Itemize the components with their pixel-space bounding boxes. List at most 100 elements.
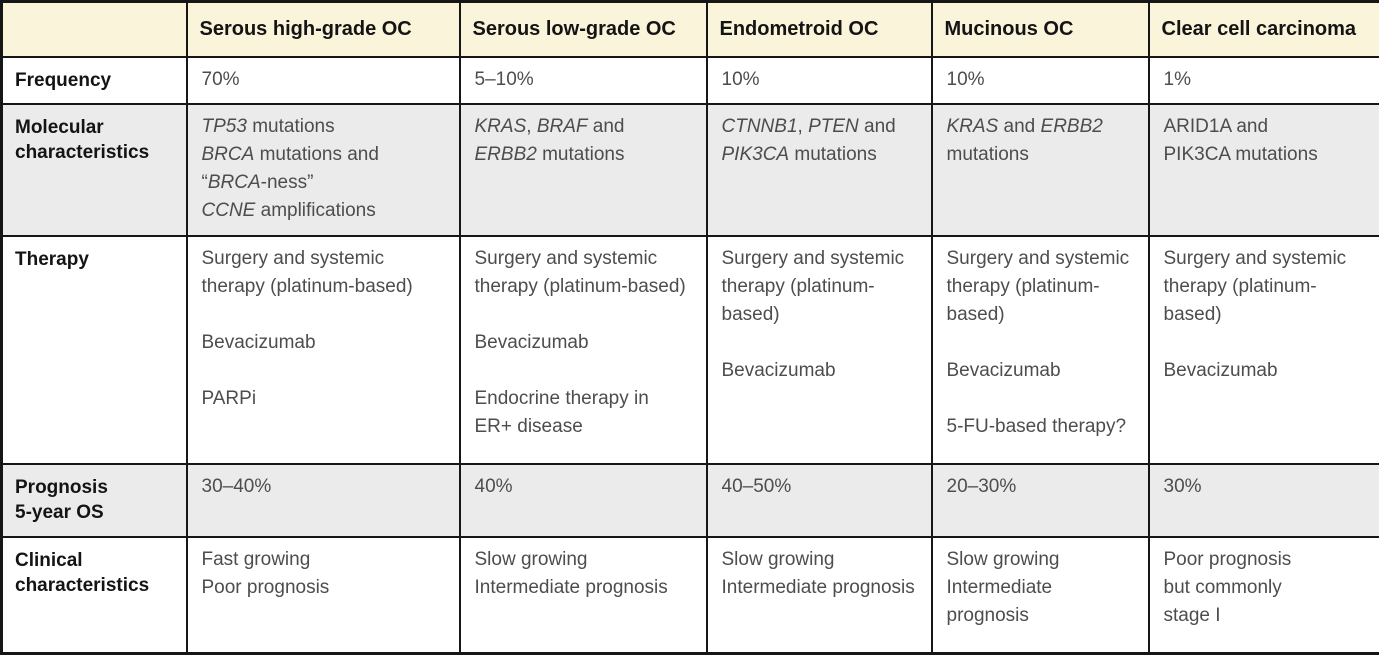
cell-paragraph: Slow growing xyxy=(947,546,1134,574)
cell-prognosis-col1: 30–40% xyxy=(187,464,460,537)
cell-paragraph: Bevacizumab xyxy=(475,329,692,357)
row-label-line: Clinical xyxy=(15,548,174,573)
cell-paragraph: Poor prognosis xyxy=(1164,546,1366,574)
cell-text: mutations xyxy=(247,116,335,137)
cell-text: 1% xyxy=(1164,69,1191,90)
row-label-line: Frequency xyxy=(15,68,174,93)
cell-paragraph: “BRCA-ness” xyxy=(202,169,445,197)
gene-name: BRCA xyxy=(208,172,261,193)
cell-text: ARID1A and xyxy=(1164,116,1269,137)
cell-text: Surgery and systemic therapy (platinum-b… xyxy=(202,248,413,297)
cell-paragraph: Surgery and systemic therapy (platinum-b… xyxy=(1164,245,1366,329)
cell-text: Fast growing xyxy=(202,549,311,570)
cell-text: Bevacizumab xyxy=(947,360,1061,381)
gene-name: BRCA xyxy=(202,144,255,165)
cell-text: Surgery and systemic therapy (platinum-b… xyxy=(722,248,905,325)
cell-paragraph: Bevacizumab xyxy=(1164,357,1366,385)
column-header: Serous low-grade OC xyxy=(460,2,707,57)
cell-text: but commonly xyxy=(1164,577,1282,598)
cell-text: Slow growing xyxy=(947,549,1060,570)
cell-text: stage I xyxy=(1164,605,1221,626)
cell-paragraph: Bevacizumab xyxy=(947,357,1134,385)
cell-text: 70% xyxy=(202,69,240,90)
cell-text: mutations xyxy=(789,144,877,165)
cell-text: 30% xyxy=(1164,476,1202,497)
gene-name: PIK3CA xyxy=(722,144,790,165)
cell-text: Bevacizumab xyxy=(1164,360,1278,381)
gene-name: KRAS xyxy=(947,116,999,137)
row-label-frequency: Frequency xyxy=(2,57,187,104)
cell-text: Bevacizumab xyxy=(202,332,316,353)
cell-paragraph: 10% xyxy=(947,66,1134,94)
cell-therapy-col4: Surgery and systemic therapy (platinum-b… xyxy=(932,236,1149,464)
cell-text: Bevacizumab xyxy=(722,360,836,381)
cell-paragraph: mutations xyxy=(947,141,1134,169)
gene-name: KRAS xyxy=(475,116,527,137)
cell-paragraph: Bevacizumab xyxy=(202,329,445,357)
cell-text: PARPi xyxy=(202,388,257,409)
cell-text: Endocrine therapy in ER+ disease xyxy=(475,388,649,437)
cell-text: 5–10% xyxy=(475,69,534,90)
cell-paragraph: 5-FU-based therapy? xyxy=(947,413,1134,441)
cell-paragraph: TP53 mutations xyxy=(202,113,445,141)
cell-paragraph: 40% xyxy=(475,473,692,501)
cell-text: and xyxy=(998,116,1040,137)
cell-paragraph: Intermediate prognosis xyxy=(475,574,692,602)
row-label-line: characteristics xyxy=(15,573,174,598)
cell-paragraph: Slow growing xyxy=(722,546,917,574)
cell-text: Surgery and systemic therapy (platinum-b… xyxy=(947,248,1130,325)
row-label-line: Molecular xyxy=(15,115,174,140)
cell-text: Intermediate prognosis xyxy=(947,577,1053,626)
gene-name: ERBB2 xyxy=(475,144,537,165)
cell-paragraph: 30% xyxy=(1164,473,1366,501)
cell-text: 10% xyxy=(722,69,760,90)
cell-text: 40–50% xyxy=(722,476,792,497)
column-header: Serous high-grade OC xyxy=(187,2,460,57)
cell-paragraph: 30–40% xyxy=(202,473,445,501)
cell-clinical-col5: Poor prognosis but commonly stage I xyxy=(1149,537,1379,654)
cell-paragraph: CTNNB1, PTEN and xyxy=(722,113,917,141)
cell-text: Poor prognosis xyxy=(1164,549,1292,570)
cell-text: Slow growing xyxy=(722,549,835,570)
cell-paragraph: ARID1A and xyxy=(1164,113,1366,141)
cell-paragraph: 1% xyxy=(1164,66,1366,94)
cell-frequency-col5: 1% xyxy=(1149,57,1379,104)
cell-paragraph: PIK3CA mutations xyxy=(1164,141,1366,169)
cell-paragraph: 5–10% xyxy=(475,66,692,94)
cell-therapy-col1: Surgery and systemic therapy (platinum-b… xyxy=(187,236,460,464)
cell-paragraph: Bevacizumab xyxy=(722,357,917,385)
cell-text: , xyxy=(798,116,809,137)
column-header: Endometroid OC xyxy=(707,2,932,57)
cell-paragraph: KRAS, BRAF and xyxy=(475,113,692,141)
cell-text: mutations xyxy=(947,144,1029,165)
cell-text: Surgery and systemic therapy (platinum-b… xyxy=(475,248,686,297)
cell-text: Bevacizumab xyxy=(475,332,589,353)
cell-paragraph: Slow growing xyxy=(475,546,692,574)
column-header: Mucinous OC xyxy=(932,2,1149,57)
cell-paragraph: 20–30% xyxy=(947,473,1134,501)
cell-therapy-col3: Surgery and systemic therapy (platinum-b… xyxy=(707,236,932,464)
cell-text: and xyxy=(588,116,625,137)
cell-text: 30–40% xyxy=(202,476,272,497)
cell-therapy-col2: Surgery and systemic therapy (platinum-b… xyxy=(460,236,707,464)
gene-name: CTNNB1 xyxy=(722,116,798,137)
cell-paragraph: ERBB2 mutations xyxy=(475,141,692,169)
cell-paragraph: 10% xyxy=(722,66,917,94)
cell-paragraph: Surgery and systemic therapy (platinum-b… xyxy=(475,245,692,301)
gene-name: CCNE xyxy=(202,200,256,221)
table-row-frequency: Frequency 70% 5–10% 10% 10% 1% xyxy=(2,57,1379,104)
cell-molecular-col3: CTNNB1, PTEN and PIK3CA mutations xyxy=(707,104,932,236)
cell-text: 40% xyxy=(475,476,513,497)
cell-prognosis-col4: 20–30% xyxy=(932,464,1149,537)
